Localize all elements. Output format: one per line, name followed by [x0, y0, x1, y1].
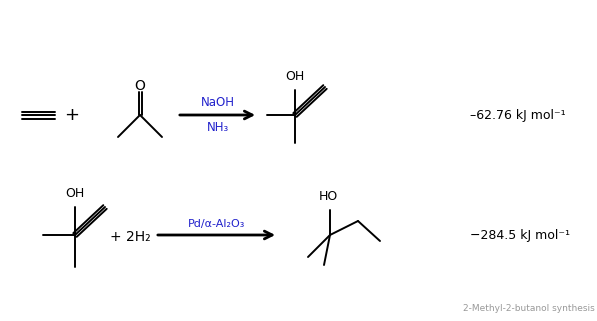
Text: HO: HO — [318, 190, 338, 203]
Text: Pd/α-Al₂O₃: Pd/α-Al₂O₃ — [188, 219, 245, 229]
Text: NaOH: NaOH — [201, 96, 235, 109]
Text: –62.76 kJ mol⁻¹: –62.76 kJ mol⁻¹ — [470, 108, 565, 122]
Text: −284.5 kJ mol⁻¹: −284.5 kJ mol⁻¹ — [470, 229, 570, 241]
Text: OH: OH — [285, 70, 304, 83]
Text: +: + — [64, 106, 79, 124]
Text: + 2H₂: + 2H₂ — [110, 230, 150, 244]
Text: OH: OH — [66, 187, 85, 200]
Text: 2-Methyl-2-butanol synthesis: 2-Methyl-2-butanol synthesis — [463, 304, 595, 313]
Text: NH₃: NH₃ — [207, 121, 229, 134]
Text: O: O — [134, 79, 146, 93]
